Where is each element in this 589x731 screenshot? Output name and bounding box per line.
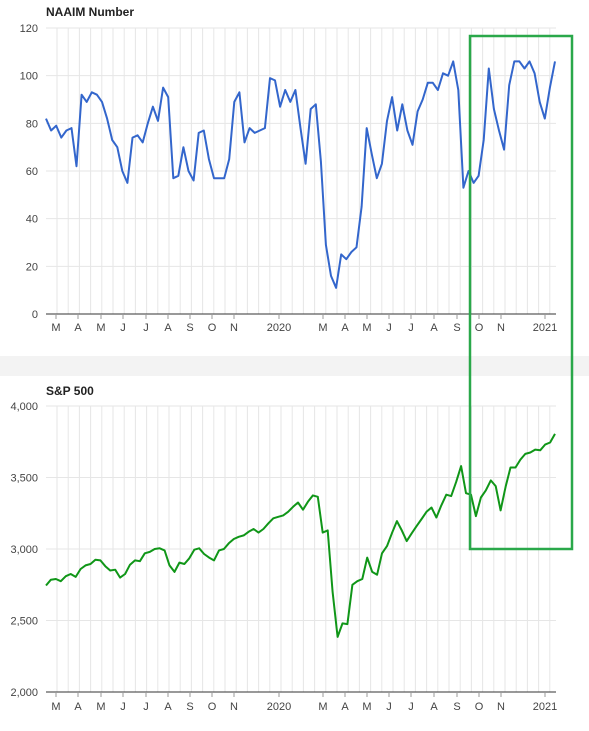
x-tick-label: J — [143, 701, 149, 713]
x-tick-label: N — [230, 701, 238, 713]
y-tick-label: 100 — [20, 71, 38, 83]
sp500-series-line — [45, 433, 556, 638]
chart-separator — [0, 356, 589, 376]
y-tick-label: 2,000 — [10, 687, 38, 699]
x-tick-label: S — [453, 701, 460, 713]
x-tick-label: M — [362, 701, 371, 713]
highlight-rectangle — [468, 34, 574, 551]
x-tick-label: M — [51, 322, 60, 334]
y-tick-label: 80 — [26, 118, 38, 130]
x-tick-label: J — [120, 701, 126, 713]
y-tick-label: 3,000 — [10, 544, 38, 556]
x-tick-label: 2020 — [267, 701, 291, 713]
naaim-chart-title: NAAIM Number — [46, 5, 134, 19]
x-tick-label: 2020 — [267, 322, 291, 334]
naaim-series-line — [45, 60, 556, 289]
x-tick-label: M — [362, 322, 371, 334]
y-tick-label: 20 — [26, 261, 38, 273]
x-tick-label: O — [475, 701, 484, 713]
x-tick-label: J — [408, 701, 414, 713]
sp500-y-axis: 2,000 2,500 3,000 3,500 4,000 — [10, 401, 38, 699]
x-tick-label: O — [208, 701, 217, 713]
x-tick-label: N — [497, 322, 505, 334]
x-tick-label: J — [386, 322, 392, 334]
x-tick-label: J — [386, 701, 392, 713]
x-tick-label: O — [208, 322, 217, 334]
y-tick-label: 2,500 — [10, 616, 38, 628]
naaim-y-axis: 0 20 40 60 80 100 120 — [20, 23, 38, 321]
x-tick-label: 2021 — [533, 701, 557, 713]
x-tick-label: J — [143, 322, 149, 334]
x-tick-label: S — [186, 701, 193, 713]
sp500-chart-title: S&P 500 — [46, 384, 94, 398]
y-tick-label: 0 — [32, 309, 38, 321]
x-tick-label: A — [341, 322, 349, 334]
x-tick-label: A — [74, 322, 82, 334]
x-tick-label: 2021 — [533, 322, 557, 334]
y-tick-label: 120 — [20, 23, 38, 35]
x-tick-label: M — [318, 322, 327, 334]
x-tick-label: A — [341, 701, 349, 713]
x-tick-label: J — [408, 322, 414, 334]
y-tick-label: 3,500 — [10, 473, 38, 485]
x-tick-label: M — [96, 322, 105, 334]
sp500-chart: S&P 500 2,000 2,500 3,000 3,500 4,000 M A M J J A… — [10, 384, 557, 713]
x-tick-label: N — [230, 322, 238, 334]
x-tick-label: J — [120, 322, 126, 334]
x-tick-label: A — [74, 701, 82, 713]
y-tick-label: 40 — [26, 214, 38, 226]
x-tick-label: A — [164, 701, 172, 713]
x-tick-label: A — [430, 701, 438, 713]
naaim-chart: NAAIM Number 0 20 40 60 80 100 120 M A M J J A S O N 20… — [20, 5, 558, 334]
x-tick-label: M — [318, 701, 327, 713]
y-tick-label: 4,000 — [10, 401, 38, 413]
x-tick-label: M — [96, 701, 105, 713]
x-tick-label: S — [186, 322, 193, 334]
x-tick-label: M — [51, 701, 60, 713]
x-tick-label: O — [475, 322, 484, 334]
x-tick-label: N — [497, 701, 505, 713]
naaim-x-axis: M A M J J A S O N 2020 M A M J J A S O N 2021 — [51, 314, 557, 334]
sp500-x-axis: M A M J J A S O N 2020 M A M J J A S O N 2021 — [51, 692, 557, 713]
y-tick-label: 60 — [26, 166, 38, 178]
x-tick-label: S — [453, 322, 460, 334]
x-tick-label: A — [430, 322, 438, 334]
x-tick-label: A — [164, 322, 172, 334]
